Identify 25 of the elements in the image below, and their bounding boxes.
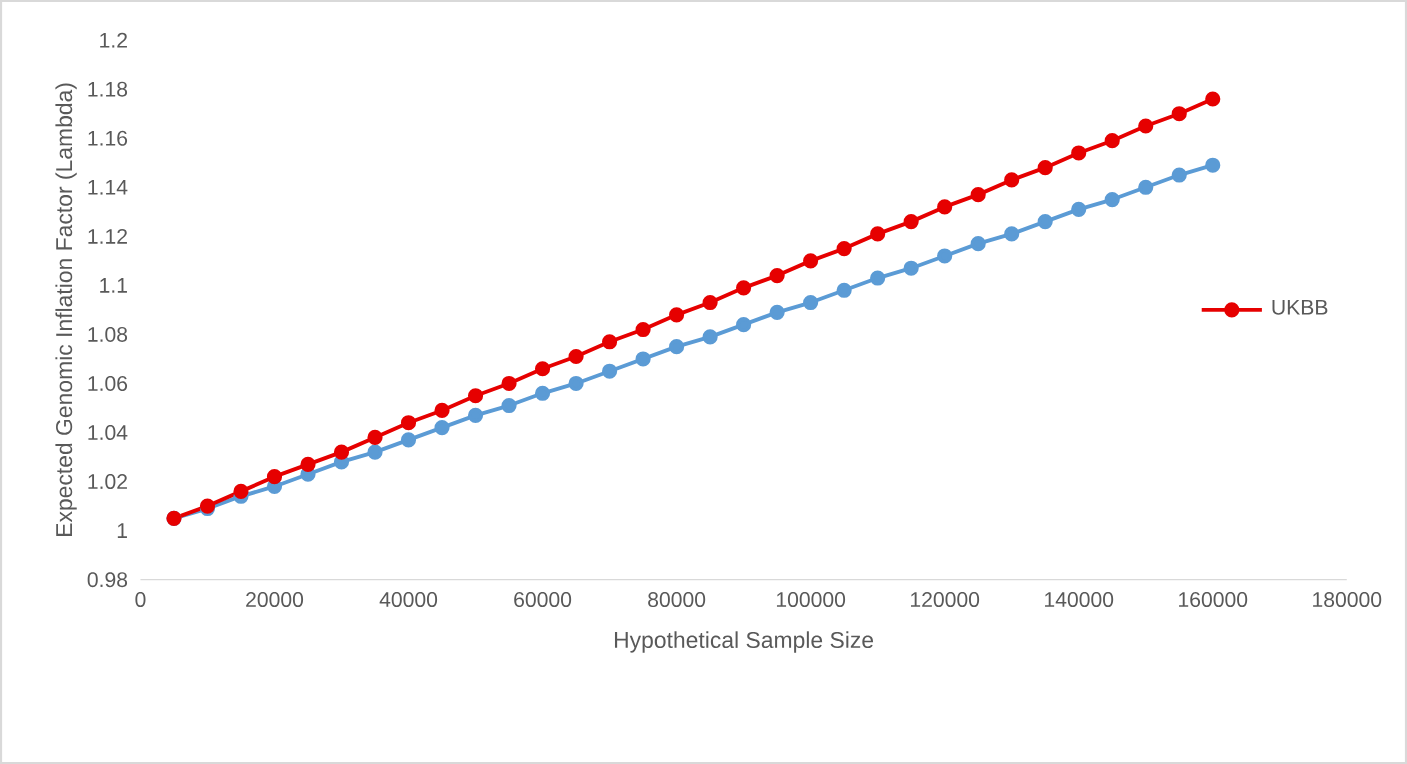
x-tick-label: 160000 [1179, 592, 1248, 607]
y-axis-title: Expected Genomic Inflation Factor (Lambda) [55, 83, 77, 536]
y-tick-label: 1.16 [88, 130, 128, 146]
legend-label: UKBB [1272, 299, 1328, 315]
y-tick-label: 1.04 [88, 424, 128, 440]
y-tick-label: 1 [117, 523, 127, 538]
y-tick-label: 1.1 [100, 278, 127, 293]
y-tick-label: 1.12 [88, 228, 127, 244]
x-tick-label: 60000 [514, 592, 572, 607]
y-tick-label: 1.2 [100, 32, 127, 48]
y-tick-label: 0.98 [87, 572, 128, 588]
x-tick-label: 140000 [1045, 592, 1114, 607]
y-tick-label: 1.08 [88, 326, 128, 342]
x-axis-title: Hypothetical Sample Size [614, 631, 874, 653]
y-tick-label: 1.14 [88, 179, 128, 195]
y-tick-label: 1.06 [88, 375, 128, 391]
x-tick-label: 100000 [776, 592, 846, 607]
x-tick-label: 40000 [379, 592, 438, 607]
y-tick-label: 1.02 [88, 473, 127, 489]
y-tick-label: 1.18 [88, 81, 128, 97]
x-tick-label: 20000 [246, 592, 304, 607]
x-tick-label: 80000 [648, 592, 706, 607]
x-tick-label: 180000 [1313, 592, 1382, 607]
x-tick-label: 0 [135, 592, 146, 607]
x-tick-label: 120000 [911, 592, 980, 607]
